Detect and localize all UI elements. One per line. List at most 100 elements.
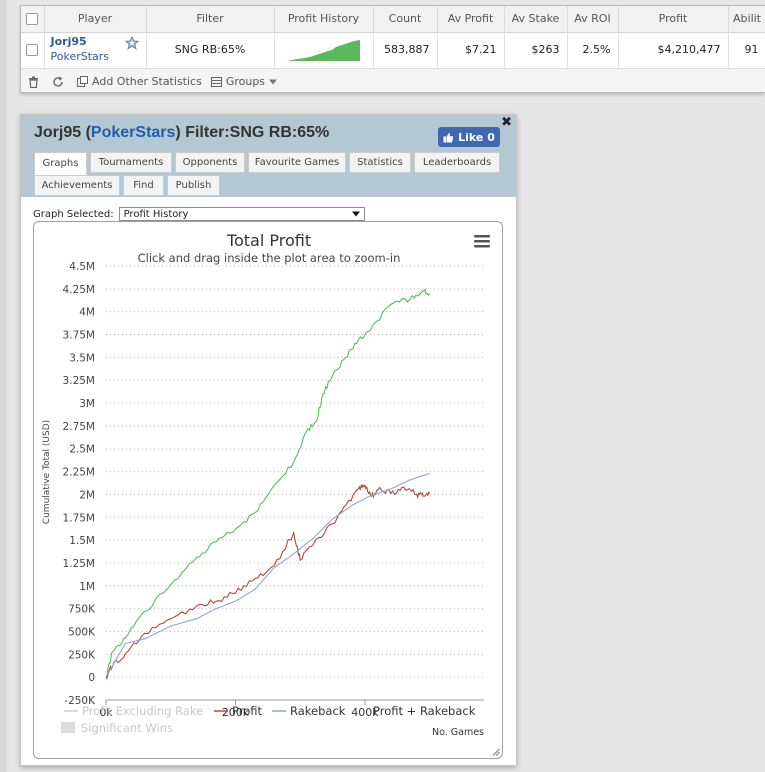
x-axis: 0k 200k 400k [99, 699, 484, 719]
column-header-av-profit[interactable]: Av Profit [437, 6, 505, 33]
popup-filter: Filter:SNG RB:65% [185, 124, 330, 141]
legend-item-label: Profit Excluding Rake [82, 704, 203, 718]
x-tick-label: 200k [222, 706, 250, 719]
y-tick-label: 2.75M [63, 421, 95, 433]
menu-icon [474, 235, 490, 238]
filter-cell: SNG RB:65% [146, 32, 275, 67]
y-tick-label: 3.5M [69, 352, 95, 364]
y-tick-label: 4.25M [63, 284, 95, 296]
popup-header: Jorj95 (PokerStars) Filter:SNG RB:65% ✖ … [21, 115, 516, 197]
profit-chart[interactable]: 4.5M 4.25M 4M 3.75M 3.5M 3.25M 3M 2.75M 2.5M 2.25… [34, 222, 503, 759]
column-header-filter[interactable]: Filter [146, 6, 275, 33]
caret-down-icon [269, 79, 278, 84]
groups-icon [210, 76, 222, 87]
graph-select-value: Profit History [123, 208, 189, 220]
av-roi-cell: 2.5% [567, 32, 619, 67]
tab-favourite-games[interactable]: Favourite Games [248, 152, 346, 173]
column-header-player[interactable]: Player [44, 6, 147, 33]
tab-tournaments[interactable]: Tournaments [90, 152, 172, 173]
like-count-label: Like 0 [458, 130, 495, 144]
y-tick-label: 3M [79, 398, 95, 410]
player-cell: Jorj95 PokerStars [44, 32, 147, 67]
chart-menu-button[interactable] [470, 230, 492, 252]
legend-item-label: Rakeback [290, 704, 346, 718]
av-stake-cell: $263 [504, 32, 568, 67]
row-checkbox-cell[interactable] [21, 32, 45, 67]
graph-select-dropdown[interactable]: Profit History [118, 207, 365, 221]
player-popup: Jorj95 (PokerStars) Filter:SNG RB:65% ✖ … [20, 114, 517, 766]
close-icon[interactable]: ✖ [501, 115, 512, 130]
series-line-profit [105, 483, 431, 680]
y-axis-label: Cumulative Total (USD) [42, 420, 52, 524]
popup-paren-close: ) [175, 124, 181, 141]
column-header-count[interactable]: Count [373, 6, 438, 33]
column-header-av-roi[interactable]: Av ROI [567, 6, 619, 33]
x-tick-label: 400k [351, 706, 379, 719]
tab-statistics[interactable]: Statistics [349, 152, 411, 173]
facebook-like-button[interactable]: Like 0 [438, 127, 500, 147]
graph-selected-label: Graph Selected: [33, 208, 114, 220]
y-axis: 4.5M 4.25M 4M 3.75M 3.5M 3.25M 3M 2.75M 2.5M 2.25… [63, 261, 97, 707]
delete-button[interactable] [28, 76, 43, 88]
popup-site-link[interactable]: PokerStars [90, 124, 176, 141]
player-name-link[interactable]: Jorj95 [50, 34, 87, 48]
left-rail [0, 0, 7, 772]
y-tick-label: 250K [68, 649, 96, 661]
row-checkbox[interactable] [26, 44, 39, 57]
column-header-av-stake[interactable]: Av Stake [504, 6, 568, 33]
chart-series [105, 288, 431, 680]
tab-leaderboards[interactable]: Leaderboards [414, 152, 500, 173]
table-header-row: Player Filter Profit History Count Av Pr… [21, 6, 765, 33]
series-line-rakeback [105, 472, 430, 678]
popup-title: Jorj95 (PokerStars) Filter:SNG RB:65% [34, 124, 329, 142]
player-site-link[interactable]: PokerStars [50, 49, 110, 63]
stats-table: Player Filter Profit History Count Av Pr… [21, 6, 765, 67]
profit-history-cell[interactable] [274, 32, 374, 67]
menu-icon-bar [474, 240, 490, 243]
legend-item-label: Profit [232, 704, 262, 718]
y-tick-label: 500K [68, 626, 96, 638]
column-header-profit-history[interactable]: Profit History [274, 6, 374, 33]
resize-handle-icon[interactable] [492, 748, 500, 756]
groups-label: Groups [225, 75, 266, 88]
y-tick-label: 4.5M [69, 261, 95, 273]
chart-container: 4.5M 4.25M 4M 3.75M 3.5M 3.25M 3M 2.75M 2.5M 2.25… [33, 221, 503, 759]
groups-dropdown[interactable]: Groups [210, 75, 282, 88]
trash-icon [29, 76, 38, 88]
profit-cell: $4,210,477 [618, 32, 729, 67]
chart-subtitle: Click and drag inside the plot area to z… [138, 251, 401, 265]
legend-item-label: Profit + Rakeback [373, 704, 476, 718]
legend-swatch [61, 722, 75, 733]
tab-find[interactable]: Find [123, 175, 164, 196]
select-all-header[interactable] [21, 6, 45, 33]
profit-history-sparkline[interactable] [286, 38, 362, 62]
tab-opponents[interactable]: Opponents [175, 152, 245, 173]
y-tick-label: 4M [79, 307, 95, 319]
popup-player-name: Jorj95 [34, 124, 82, 141]
y-tick-label: 1.5M [69, 535, 95, 547]
table-row: Jorj95 PokerStars SNG RB:65% 583,887 $7.… [21, 32, 765, 67]
add-other-statistics-label: Add Other Statistics [92, 75, 202, 88]
chart-title: Total Profit [226, 231, 311, 250]
tab-achievements[interactable]: Achievements [34, 175, 120, 196]
column-header-profit[interactable]: Profit [618, 6, 729, 33]
y-tick-label: 2.25M [63, 467, 95, 479]
add-columns-icon [77, 76, 88, 87]
x-tick-label: 0k [99, 706, 113, 719]
chart-grid [106, 265, 484, 701]
select-all-checkbox[interactable] [26, 13, 39, 26]
refresh-button[interactable] [52, 76, 68, 88]
y-tick-label: 0 [88, 672, 95, 684]
y-tick-label: 1.25M [63, 558, 95, 570]
av-profit-cell: $7.21 [437, 32, 505, 67]
tab-publish[interactable]: Publish [167, 175, 220, 196]
legend-item-label: Significant Wins [81, 721, 173, 735]
favourite-star-icon[interactable] [124, 35, 139, 50]
column-header-ability[interactable]: Abilit [728, 6, 765, 33]
add-other-statistics-button[interactable]: Add Other Statistics [77, 75, 202, 88]
stats-panel: Player Filter Profit History Count Av Pr… [20, 5, 765, 93]
series-line-profit-excluding-rake [105, 288, 431, 678]
y-tick-label: 2.5M [69, 444, 95, 456]
stats-toolbar: Add Other Statistics Groups [21, 68, 765, 92]
tab-graphs[interactable]: Graphs [34, 152, 87, 175]
